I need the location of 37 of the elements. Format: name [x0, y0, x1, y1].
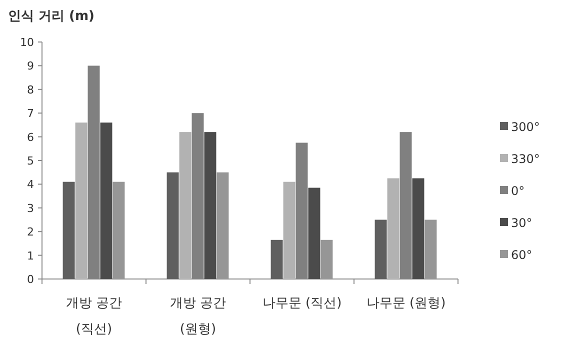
bar [62, 182, 75, 279]
y-tick-label: 6 [27, 130, 34, 144]
y-tick-label: 1 [27, 249, 34, 262]
x-tick-label: 나무문 (원형) [366, 296, 446, 311]
legend-label: 330° [511, 152, 540, 166]
y-tick-label: 10 [20, 36, 34, 49]
y-tick-label: 3 [27, 202, 34, 215]
bar [100, 122, 112, 279]
y-tick-label: 5 [27, 154, 34, 168]
y-tick-label: 9 [27, 60, 34, 73]
x-tick-label: 나무문 (직선) [262, 296, 342, 311]
y-tick-label: 2 [27, 226, 34, 239]
y-tick-label: 8 [27, 83, 34, 96]
legend-label: 30° [511, 216, 532, 230]
bar [412, 178, 424, 279]
bar [112, 182, 125, 279]
bar [179, 132, 192, 279]
x-tick-label: 개방 공간 (원형) [170, 296, 226, 337]
chart-title: 인식 거리 (m) [8, 9, 94, 24]
bar [374, 220, 387, 279]
bar [204, 132, 216, 279]
bar [75, 122, 88, 279]
bar [216, 172, 229, 279]
bar [166, 172, 179, 279]
bar [270, 240, 283, 279]
bar [308, 188, 320, 279]
y-tick-label: 0 [27, 273, 34, 286]
legend-label: 60° [511, 248, 532, 262]
bar [424, 220, 437, 279]
legend-label: 300° [511, 120, 540, 134]
legend-label: 0° [511, 184, 525, 198]
bar [387, 178, 400, 279]
bar [320, 240, 333, 279]
y-tick-label: 7 [27, 107, 34, 120]
y-tick-label: 4 [27, 178, 34, 192]
x-tick-label: 개방 공간 (직선) [66, 296, 122, 337]
bar [283, 182, 296, 279]
